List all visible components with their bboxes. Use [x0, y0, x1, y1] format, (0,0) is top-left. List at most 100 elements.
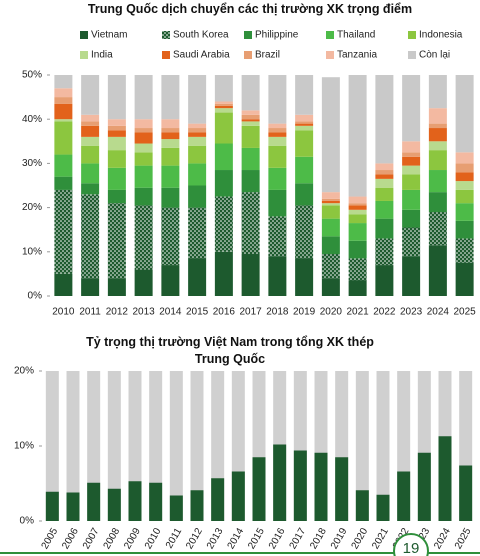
bar-segment	[295, 156, 314, 184]
bar	[355, 490, 369, 521]
bar-segment	[161, 75, 180, 120]
bar-segment	[295, 75, 314, 115]
x-tick-label: 2015	[246, 526, 267, 551]
legend-label: Vietnam	[91, 30, 128, 41]
bar-segment	[321, 236, 340, 255]
bar-segment	[428, 150, 447, 171]
bar-segment	[107, 130, 126, 137]
bar-segment	[81, 183, 100, 195]
bar	[273, 444, 287, 521]
bar	[335, 457, 349, 521]
y-tick-label: 50%	[22, 70, 42, 81]
bar-segment	[321, 192, 340, 199]
legend-swatch	[162, 31, 170, 39]
x-tick-label: 2020	[350, 526, 371, 551]
bar-segment	[295, 183, 314, 206]
x-tick-label: 2009	[122, 526, 143, 551]
x-tick-label: 2018	[308, 526, 329, 551]
bar-segment	[348, 258, 367, 281]
bar-segment	[455, 163, 474, 173]
bar	[397, 471, 411, 521]
bar-segment	[54, 121, 73, 155]
bar-segment	[455, 152, 474, 164]
page-badge	[393, 533, 429, 556]
background-column	[190, 371, 204, 521]
bar-segment	[295, 258, 314, 296]
background-column	[66, 371, 80, 521]
bar-segment	[295, 125, 314, 131]
bar	[417, 452, 431, 521]
bar-segment	[54, 189, 73, 274]
chart-title: Trung Quốc dịch chuyển các thị trường XK…	[87, 2, 413, 16]
bar-segment	[402, 256, 421, 296]
page-number: 19	[403, 540, 420, 556]
bar-segment	[321, 77, 340, 193]
background-column	[107, 371, 121, 521]
bar-segment	[402, 227, 421, 257]
x-tick-label: 2016	[213, 307, 236, 318]
legend-swatch	[80, 31, 88, 39]
y-tick-label: 20%	[14, 366, 34, 377]
bar-segment	[214, 108, 233, 113]
x-tick-label: 2011	[79, 307, 101, 318]
bar-segment	[268, 167, 287, 190]
legend-swatch	[80, 51, 88, 59]
bar-segment	[134, 205, 153, 270]
bar-segment	[81, 121, 100, 126]
y-tick-label: 0%	[20, 516, 35, 527]
bar-segment	[214, 101, 233, 104]
bar-segment	[402, 174, 421, 190]
bar-segment	[375, 200, 394, 219]
x-tick-label: 2024	[432, 526, 453, 551]
bar-segment	[375, 187, 394, 201]
bar-segment	[134, 187, 153, 206]
background-column	[376, 371, 390, 521]
x-tick-label: 2014	[159, 307, 182, 318]
bar-segment	[428, 141, 447, 151]
bar-segment	[107, 75, 126, 120]
bar-segment	[428, 192, 447, 213]
bar-segment	[107, 119, 126, 126]
bar-segment	[161, 119, 180, 129]
bar-segment	[214, 75, 233, 102]
bar-segment	[348, 205, 367, 210]
bar-segment	[188, 185, 207, 208]
legend-label: India	[91, 50, 113, 61]
bar-segment	[188, 207, 207, 259]
bar-segment	[241, 119, 260, 122]
y-tick-label: 10%	[22, 246, 42, 257]
bar-segment	[428, 128, 447, 142]
x-tick-label: 2015	[186, 307, 209, 318]
bar	[376, 494, 390, 521]
bar-segment	[295, 205, 314, 259]
legend-swatch	[162, 51, 170, 59]
y-tick-label: 10%	[14, 441, 34, 452]
x-tick-label: 2025	[454, 307, 477, 318]
bar-segment	[161, 147, 180, 166]
bar-segment	[348, 203, 367, 206]
bar-segment	[268, 123, 287, 129]
bar-segment	[402, 156, 421, 166]
legend-swatch	[408, 51, 416, 59]
x-tick-label: 2010	[52, 307, 75, 318]
x-tick-label: 2024	[427, 307, 450, 318]
x-tick-label: 2014	[226, 526, 247, 551]
bar-segment	[241, 254, 260, 296]
bar-segment	[321, 254, 340, 279]
bar-segment	[295, 114, 314, 122]
bar-segment	[402, 141, 421, 153]
bar-segment	[455, 172, 474, 182]
x-tick-label: 2012	[106, 307, 129, 318]
bar-segment	[428, 170, 447, 193]
bar-segment	[214, 196, 233, 252]
bar-segment	[348, 214, 367, 224]
bar-segment	[161, 187, 180, 208]
bar-segment	[188, 145, 207, 164]
bar-segment	[107, 150, 126, 168]
bar-segment	[455, 189, 474, 204]
bar-segment	[107, 203, 126, 279]
bar-segment	[375, 174, 394, 179]
x-tick-label: 2021	[347, 307, 370, 318]
bar-segment	[214, 251, 233, 296]
